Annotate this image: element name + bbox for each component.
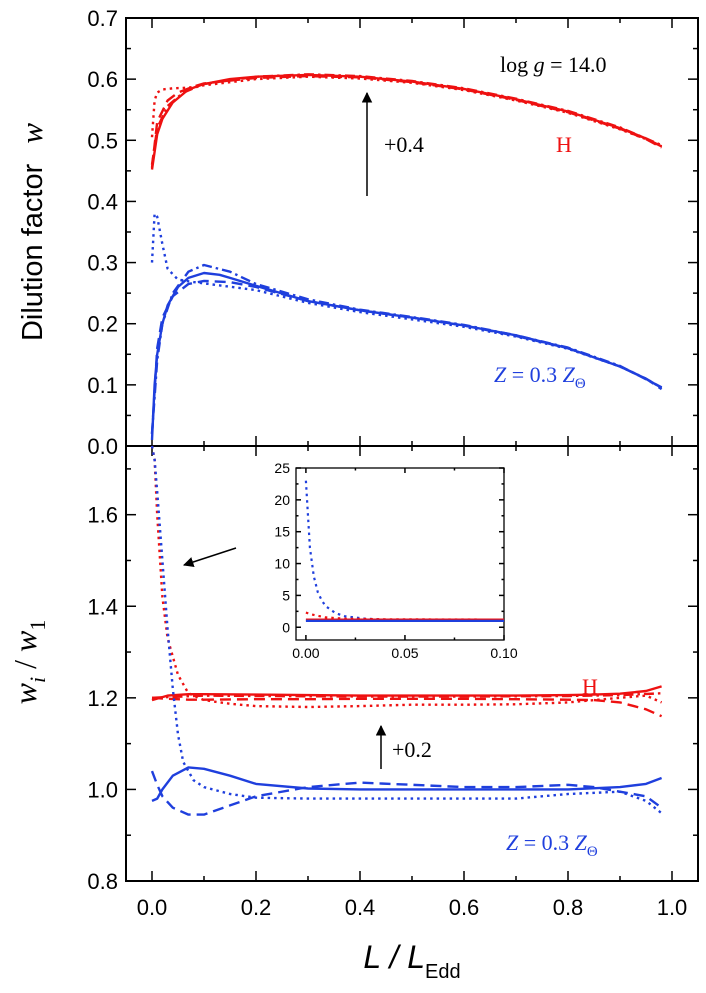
top-label-h: H: [556, 132, 572, 157]
bottom-label-h: H: [582, 674, 598, 699]
x-axis-label: L / LEdd: [363, 939, 460, 983]
gravity-annotation-prefix: log: [500, 52, 534, 77]
top-ytick-label-0.4: 0.4: [87, 189, 118, 214]
top-series-H-dashdot-3: [150, 73, 663, 165]
top-series-H-dotted-2: [150, 75, 663, 148]
top-panel-ticks: 0.0 0.1 0.2 0.3 0.4 0.5 0.6 0.7: [87, 6, 698, 459]
bottom-ytick-label-1.2: 1.2: [87, 686, 118, 711]
top-label-z-mid: = 0.3: [506, 362, 562, 387]
inset-pointer-arrow: [183, 547, 237, 568]
top-ytick-label-0.3: 0.3: [87, 251, 118, 276]
bottom-series-H-dashdot-3: [151, 692, 662, 699]
top-ytick-label-0.7: 0.7: [87, 6, 118, 31]
bottom-xtick-label-0.6: 0.6: [449, 895, 480, 920]
inset-ytick-label-5: 5: [282, 587, 290, 603]
inset-frame: [295, 467, 505, 641]
bottom-y-label-slash: /: [7, 652, 43, 677]
bottom-panel-series: [150, 445, 663, 816]
bottom-label-z: Z = 0.3 ZΘ: [506, 830, 598, 860]
top-label-z-var: Z: [494, 362, 507, 387]
top-ytick-label-0.1: 0.1: [87, 373, 118, 398]
inset-series: [304, 480, 505, 623]
gravity-annotation: log g = 14.0: [500, 52, 607, 77]
bottom-xtick-label-0.8: 0.8: [553, 895, 584, 920]
bottom-series-H-dotted-2: [150, 445, 663, 709]
bottom-ytick-label-1.0: 1.0: [87, 777, 118, 802]
bottom-series-Z-dashed-5: [150, 770, 663, 816]
inset-ytick-label-10: 10: [274, 556, 290, 572]
top-y-axis-label: Dilution factor w: [14, 123, 49, 341]
top-series-Z-dashdot-7: [150, 263, 663, 434]
svg-text:Dilution factor w: Dilution factor w: [14, 123, 49, 341]
bottom-label-z-var: Z: [506, 830, 519, 855]
bottom-label-z-sub: Θ: [587, 844, 598, 860]
inset-ytick-label-0: 0: [282, 619, 290, 635]
inset-ytick-label-25: 25: [274, 460, 290, 476]
bottom-y-axis-label: wi / w1: [7, 620, 50, 705]
top-ytick-label-0.6: 0.6: [87, 67, 118, 92]
gravity-annotation-rest: = 14.0: [545, 52, 607, 77]
x-axis-label-sub: Edd: [425, 961, 461, 983]
bottom-ytick-label-1.6: 1.6: [87, 503, 118, 528]
bottom-y-label-w1: w: [7, 682, 43, 704]
top-label-z-var2: Z: [563, 362, 576, 387]
gravity-annotation-var: g: [534, 52, 545, 77]
bottom-label-z-mid: = 0.3: [518, 830, 574, 855]
bottom-shift-label: +0.2: [392, 737, 432, 762]
top-y-axis-label-text: Dilution factor: [17, 163, 49, 341]
inset-xtick-label-0.05: 0.05: [391, 645, 418, 661]
svg-text:wi / w1: wi / w1: [7, 620, 50, 705]
top-label-z-sub: Θ: [575, 376, 586, 392]
bottom-xtick-label-1.0: 1.0: [657, 895, 688, 920]
bottom-y-label-sub-i: i: [25, 677, 50, 683]
bottom-ytick-label-0.8: 0.8: [87, 869, 118, 894]
inset-ytick-label-15: 15: [274, 524, 290, 540]
top-shift-label: +0.4: [384, 132, 424, 157]
inset-ticks: 0 5 10 15 20 25 0.00 0.05 0.10: [274, 460, 517, 661]
top-y-axis-symbol: w: [14, 123, 49, 144]
top-ytick-label-0.2: 0.2: [87, 312, 118, 337]
bottom-xtick-label-0.0: 0.0: [137, 895, 168, 920]
bottom-series-H-dashed-1: [151, 696, 663, 718]
inset-xtick-label-0.00: 0.00: [292, 645, 319, 661]
bottom-panel-ticks: 0.8 1.0 1.2 1.4 1.6 0.0 0.2 0.4 0.6 0.8 1.0: [87, 446, 698, 920]
inset-xtick-label-0.10: 0.10: [490, 645, 517, 661]
top-label-z: Z = 0.3 ZΘ: [494, 362, 586, 392]
inset-ytick-label-20: 20: [274, 492, 290, 508]
bottom-series-Z-solid-4: [151, 766, 663, 802]
top-ytick-label-0.0: 0.0: [87, 434, 118, 459]
bottom-series-Z-dotted-6: [150, 445, 663, 815]
bottom-label-z-var2: Z: [575, 830, 588, 855]
top-series-Z-dotted-6: [150, 212, 663, 389]
top-series-Z-dashed-5: [150, 279, 663, 434]
top-ytick-label-0.5: 0.5: [87, 128, 118, 153]
bottom-xtick-label-0.4: 0.4: [345, 895, 376, 920]
bottom-y-label-w2: w: [7, 630, 43, 652]
bottom-xtick-label-0.2: 0.2: [241, 895, 272, 920]
top-series-Z-solid-4: [150, 271, 663, 440]
x-axis-label-main: L / L: [363, 939, 425, 975]
top-panel-series: [150, 73, 663, 440]
bottom-y-label-sub-1: 1: [25, 620, 50, 631]
bottom-ytick-label-1.4: 1.4: [87, 594, 118, 619]
